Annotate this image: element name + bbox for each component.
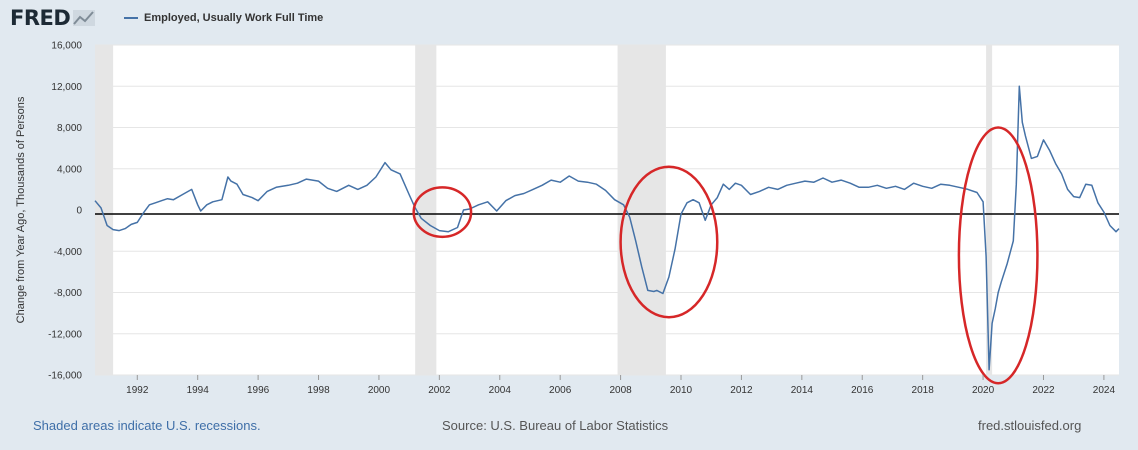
x-tick-label: 2018 [912, 385, 935, 396]
x-tick-label: 2012 [730, 385, 753, 396]
annotation-ellipse-0 [412, 186, 473, 239]
x-tick-label: 2008 [609, 385, 632, 396]
x-tick-label: 2014 [791, 385, 814, 396]
y-tick-label: -16,000 [48, 371, 82, 382]
annotation-ellipse-2 [957, 126, 1039, 385]
recession-note: Shaded areas indicate U.S. recessions. [33, 418, 261, 433]
y-axis-label: Change from Year Ago, Thousands of Perso… [15, 96, 27, 323]
x-tick-label: 1998 [307, 385, 330, 396]
x-tick-label: 2024 [1093, 385, 1116, 396]
y-axis-ticks: 16,000 12,000 8,000 4,000 0 -4,000 -8,000 -12,0… [48, 41, 82, 382]
grid-lines [95, 44, 1119, 376]
chart-legend[interactable]: Employed, Usually Work Full Time [124, 12, 323, 24]
x-tick-label: 2022 [1032, 385, 1055, 396]
recession-band-1 [415, 45, 437, 375]
source-text: Source: U.S. Bureau of Labor Statistics [442, 418, 669, 433]
fred-logo-text: FRED [10, 6, 71, 30]
legend-label: Employed, Usually Work Full Time [144, 12, 324, 24]
x-tick-label: 2000 [368, 385, 391, 396]
legend-swatch [124, 17, 138, 19]
y-tick-label: 4,000 [57, 164, 82, 175]
chart-header: FRED Employed, Usually Work Full Time [0, 0, 1138, 38]
annotation-ellipses [412, 126, 1039, 385]
x-tick-label: 2002 [428, 385, 451, 396]
y-tick-label: -4,000 [54, 247, 83, 258]
x-tick-label: 2016 [851, 385, 874, 396]
y-tick-label: -12,000 [48, 329, 82, 340]
recession-band-3 [986, 45, 993, 375]
series-line-employed-full-time [94, 85, 1120, 371]
y-tick-label: 8,000 [57, 123, 82, 134]
line-chart-icon [73, 10, 96, 26]
recession-band-0 [95, 45, 114, 375]
y-tick-label: 12,000 [51, 82, 82, 93]
site-link[interactable]: fred.stlouisfed.org [978, 418, 1082, 433]
y-tick-label: -8,000 [54, 288, 83, 299]
line-chart: 16,000 12,000 8,000 4,000 0 -4,000 -8,000 -12,0… [15, 41, 1120, 396]
x-tick-label: 1996 [247, 385, 270, 396]
x-axis-ticks: 1992 1994 1996 1998 2000 2002 2004 2006 2008 2010… [126, 375, 1115, 396]
annotation-ellipse-1 [619, 165, 719, 319]
x-tick-label: 2020 [972, 385, 995, 396]
y-tick-label: 0 [76, 206, 82, 217]
plot-area [95, 45, 1119, 375]
fred-logo[interactable]: FRED [10, 6, 96, 30]
x-tick-label: 1994 [187, 385, 210, 396]
x-tick-label: 2010 [670, 385, 693, 396]
y-tick-label: 16,000 [51, 41, 82, 52]
x-tick-label: 2006 [549, 385, 572, 396]
x-tick-label: 1992 [126, 385, 149, 396]
x-tick-label: 2004 [489, 385, 512, 396]
